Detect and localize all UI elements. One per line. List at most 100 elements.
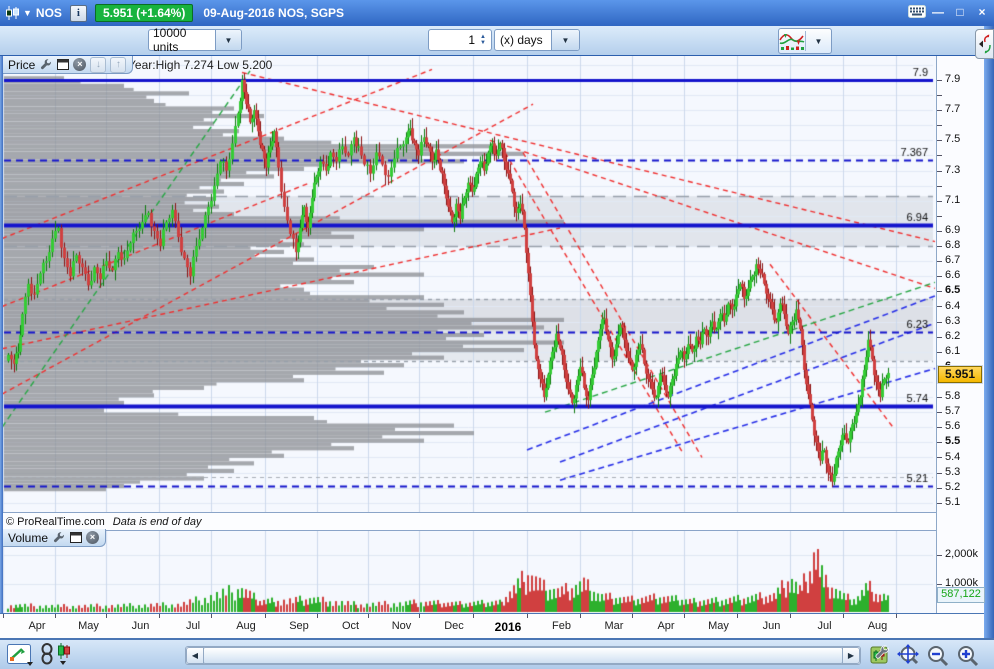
price-axis-label: 5.4 — [945, 451, 961, 463]
price-axis-label: 7.7 — [945, 103, 961, 115]
chart-scrollbar[interactable]: ◀ ▶ — [185, 646, 861, 665]
price-axis-label: 6.8 — [945, 239, 961, 251]
minimize-button[interactable]: — — [932, 5, 944, 19]
month-label: Dec — [444, 620, 464, 632]
month-label: May — [708, 620, 729, 632]
chart-region: Price × ↓ ↑ Year:High 7.274 Low 5.200 © … — [0, 56, 994, 639]
period-unit-dropdown-arrow[interactable]: ▼ — [551, 30, 579, 50]
zoom-in-icon[interactable] — [956, 644, 980, 669]
move-pane-up-icon[interactable]: ↑ — [110, 56, 127, 73]
price-axis-label: 7.3 — [945, 164, 961, 176]
current-price-label: 5.951 — [938, 366, 982, 383]
chart-settings-icon[interactable] — [868, 644, 890, 669]
time-axis-tick — [3, 614, 4, 618]
price-axis-tick — [937, 140, 942, 141]
year-high-low-info: Year:High 7.274 Low 5.200 — [128, 58, 273, 72]
info-icon[interactable]: i — [69, 4, 87, 22]
button-divider — [805, 31, 806, 51]
price-axis-tick — [937, 306, 942, 307]
close-button[interactable]: × — [978, 5, 986, 19]
scroll-right-button[interactable]: ▶ — [842, 647, 860, 664]
detach-window-icon[interactable] — [69, 531, 82, 544]
price-pane-header: Price × ↓ ↑ — [3, 56, 134, 74]
price-change-badge: 5.951 (+1.64%) — [94, 4, 194, 22]
units-dropdown-arrow[interactable]: ▼ — [215, 30, 241, 50]
price-axis-tick — [937, 473, 942, 474]
price-axis-label: 6.4 — [945, 300, 961, 312]
volume-pane-label: Volume — [8, 530, 49, 545]
month-label: Aug — [236, 620, 256, 632]
volume-axis-tick — [937, 584, 942, 585]
spinner-up-icon[interactable]: ▲ — [480, 33, 486, 40]
window-controls: — □ × — [908, 0, 990, 26]
month-label: Mar — [604, 620, 624, 632]
price-axis-label: 6.3 — [945, 315, 961, 327]
indicator-dropdown-arrow[interactable]: ▼ — [814, 36, 823, 46]
symbol-name: NOS — [35, 6, 62, 20]
time-axis-tick — [211, 614, 212, 618]
wrench-icon[interactable] — [39, 58, 52, 71]
price-axis-label: 5.5 — [945, 435, 961, 447]
maximize-button[interactable]: □ — [956, 5, 964, 19]
price-axis-tick — [937, 276, 942, 277]
price-pane-label: Price — [8, 57, 36, 72]
month-label: Nov — [391, 620, 412, 632]
zoom-fit-icon[interactable] — [896, 644, 922, 669]
month-label: Jun — [131, 620, 150, 632]
time-axis-tick — [159, 614, 160, 618]
close-pane-icon[interactable]: × — [86, 531, 100, 544]
month-label: Feb — [552, 620, 571, 632]
month-label: Sep — [289, 620, 309, 632]
scroll-left-button[interactable]: ◀ — [186, 647, 204, 664]
time-axis-tick — [527, 614, 528, 618]
time-axis: Apr May Jun Jul Aug Sep Oct Nov Dec 2016 Feb Mar Apr… — [0, 613, 984, 639]
detach-window-icon[interactable] — [56, 58, 69, 71]
price-axis-tick — [937, 171, 942, 172]
scrollbar-thumb[interactable] — [203, 647, 843, 664]
volume-axis-label: 2,000k — [945, 548, 979, 560]
price-chart-canvas[interactable] — [0, 56, 936, 512]
link-charts-icon[interactable] — [40, 643, 54, 669]
time-axis-tick — [368, 614, 369, 618]
move-pane-down-icon[interactable]: ↓ — [90, 56, 107, 73]
side-panel-strip — [984, 26, 994, 638]
close-pane-icon[interactable]: × — [73, 58, 87, 71]
price-axis-label: 5.1 — [945, 496, 961, 508]
month-label: Jul — [185, 620, 201, 632]
period-unit-dropdown[interactable]: (x) days ▼ — [494, 29, 580, 51]
price-axis-tick — [937, 337, 942, 338]
volume-axis-tick — [937, 555, 942, 556]
period-spinner-input[interactable] — [431, 31, 477, 49]
time-axis-tick — [55, 614, 56, 618]
units-dropdown[interactable]: 10000 units ▼ — [148, 26, 242, 54]
indicator-button[interactable]: ▼ — [778, 28, 832, 54]
price-axis-tick — [937, 216, 942, 217]
window-frame-left — [0, 56, 3, 638]
volume-chart-canvas[interactable] — [0, 529, 936, 613]
keyboard-icon[interactable] — [908, 5, 926, 21]
data-note-text: Data is end of day — [112, 515, 202, 528]
copyright-bar: © ProRealTime.com Data is end of day — [3, 512, 936, 531]
month-label: Oct — [341, 620, 360, 632]
spinner-down-icon[interactable]: ▼ — [480, 39, 486, 46]
price-axis-tick — [937, 291, 942, 292]
month-label: Jul — [817, 620, 832, 632]
bottom-toolbar: ◀ ▶ — [0, 638, 994, 669]
price-axis-tick — [937, 427, 942, 428]
side-panel-toggle-icon[interactable] — [975, 29, 994, 59]
price-axis-label: 6.6 — [945, 269, 961, 281]
drawing-tools-icon[interactable] — [7, 644, 35, 669]
volume-pane-header: Volume × — [3, 529, 107, 547]
wrench-icon[interactable] — [52, 531, 65, 544]
price-axis-tick — [937, 397, 942, 398]
price-axis-tick — [937, 322, 942, 323]
zoom-out-icon[interactable] — [926, 644, 950, 669]
time-axis-tick — [684, 614, 685, 618]
candle-style-icon[interactable] — [56, 643, 72, 669]
time-axis-tick — [265, 614, 266, 618]
time-axis-tick — [317, 614, 318, 618]
period-spinner-buttons[interactable]: ▲ ▼ — [476, 30, 490, 49]
symbol-dropdown-arrow[interactable]: ▼ — [23, 8, 32, 18]
month-label: Apr — [28, 620, 46, 632]
